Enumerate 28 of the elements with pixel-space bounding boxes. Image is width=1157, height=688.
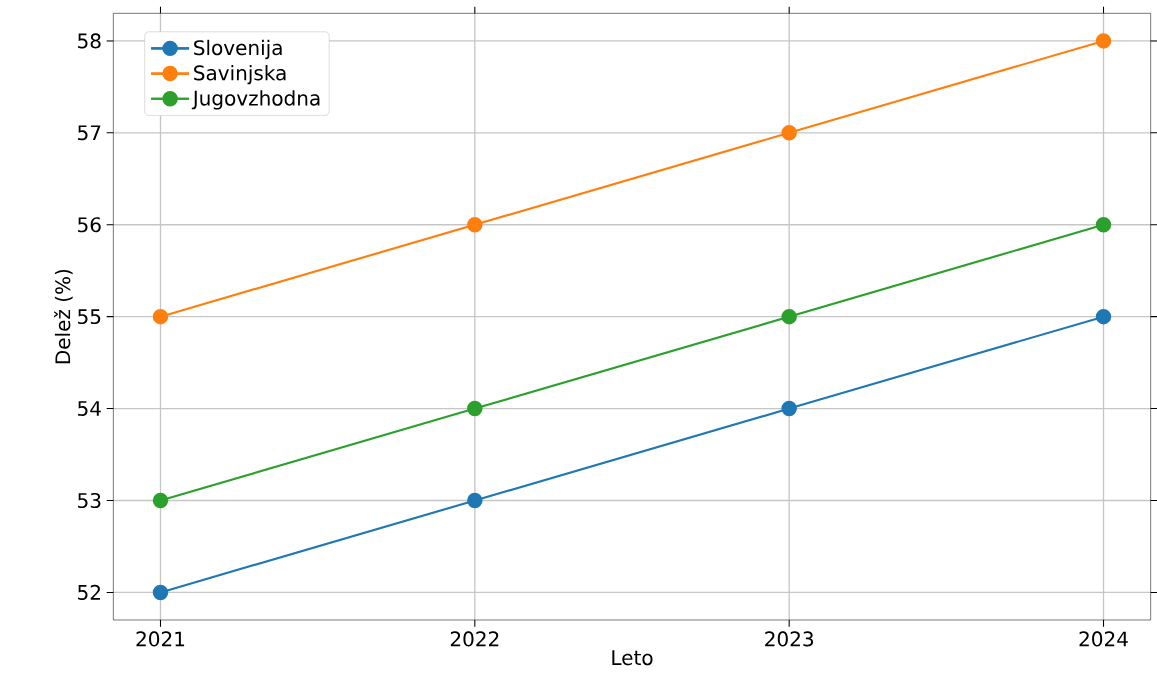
x-axis-title: Leto xyxy=(612,650,653,666)
point xyxy=(467,217,483,233)
point xyxy=(1095,33,1112,49)
legend-label: Slovenija xyxy=(194,39,282,60)
point xyxy=(781,308,797,325)
y-tick-label: 53 xyxy=(78,492,101,509)
point xyxy=(781,125,797,141)
point xyxy=(1095,217,1112,233)
y-tick-label: 55 xyxy=(78,309,101,325)
point xyxy=(152,584,169,601)
y-tick-label: 58 xyxy=(78,33,101,49)
point xyxy=(467,400,483,417)
point xyxy=(467,492,483,509)
point xyxy=(152,492,169,509)
point xyxy=(152,308,169,325)
x-tick-label: 2022 xyxy=(450,631,499,647)
point xyxy=(781,400,797,417)
y-tick-label: 52 xyxy=(78,584,100,600)
x-tick-label: 2024 xyxy=(1079,631,1128,647)
legend-label: Jugovzhodna xyxy=(191,90,320,110)
y-tick-label: 54 xyxy=(78,401,101,417)
y-tick-label: 56 xyxy=(78,217,101,233)
y-tick-label: 57 xyxy=(78,125,101,141)
x-tick-label: 2021 xyxy=(136,631,185,647)
legend-label: Savinjska xyxy=(194,65,286,85)
y-axis-title: Delež (%) xyxy=(54,269,73,364)
x-tick-label: 2023 xyxy=(765,631,814,647)
point xyxy=(1095,308,1112,325)
